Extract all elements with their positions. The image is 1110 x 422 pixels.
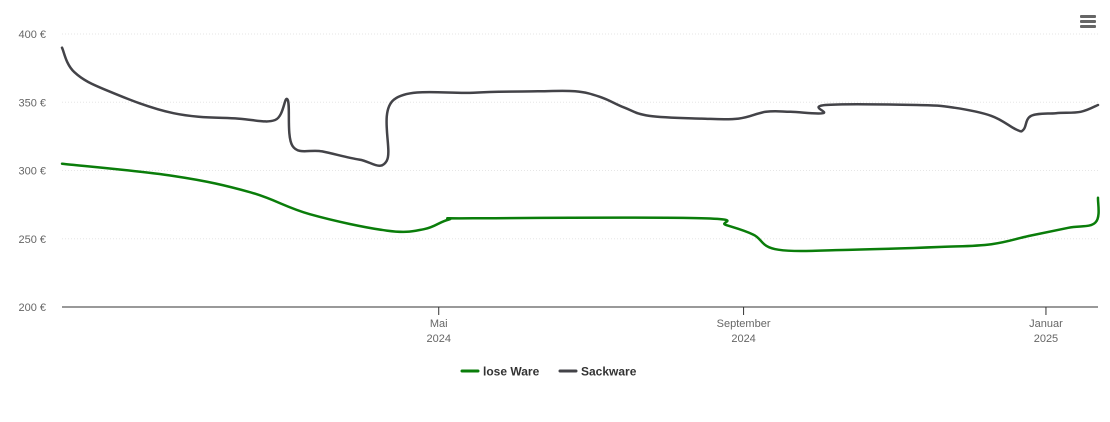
x-tick-label-month: Mai bbox=[430, 318, 448, 330]
chart-menu-button[interactable] bbox=[1074, 10, 1100, 34]
y-axis-labels: 200 € 250 € 300 € 350 € 400 € bbox=[18, 29, 46, 314]
x-tick-label-month: September bbox=[717, 318, 771, 330]
x-tick-label-year: 2025 bbox=[1034, 333, 1058, 345]
legend-label: Sackware bbox=[581, 365, 637, 379]
hamburger-menu-icon bbox=[1080, 15, 1096, 18]
y-tick-label: 300 € bbox=[18, 166, 46, 178]
y-tick-label: 400 € bbox=[18, 29, 46, 41]
legend-label: lose Ware bbox=[483, 365, 540, 379]
grid-lines bbox=[62, 33, 1098, 240]
x-tick-label-year: 2024 bbox=[731, 333, 755, 345]
series-lines bbox=[60, 46, 1100, 253]
legend-item-lose-ware[interactable]: lose Ware bbox=[460, 365, 540, 379]
series-line-lose-ware[interactable] bbox=[60, 162, 1100, 253]
series-line-sackware[interactable] bbox=[60, 46, 1100, 167]
y-tick-label: 250 € bbox=[18, 234, 46, 246]
x-axis: Mai 2024 September 2024 Januar 2025 bbox=[62, 306, 1098, 345]
x-tick-label-year: 2024 bbox=[426, 333, 450, 345]
y-tick-label: 200 € bbox=[18, 302, 46, 314]
x-tick-label-month: Januar bbox=[1029, 318, 1063, 330]
y-tick-label: 350 € bbox=[18, 97, 46, 109]
legend[interactable]: lose Ware Sackware bbox=[460, 365, 637, 379]
legend-item-sackware[interactable]: Sackware bbox=[558, 365, 637, 379]
